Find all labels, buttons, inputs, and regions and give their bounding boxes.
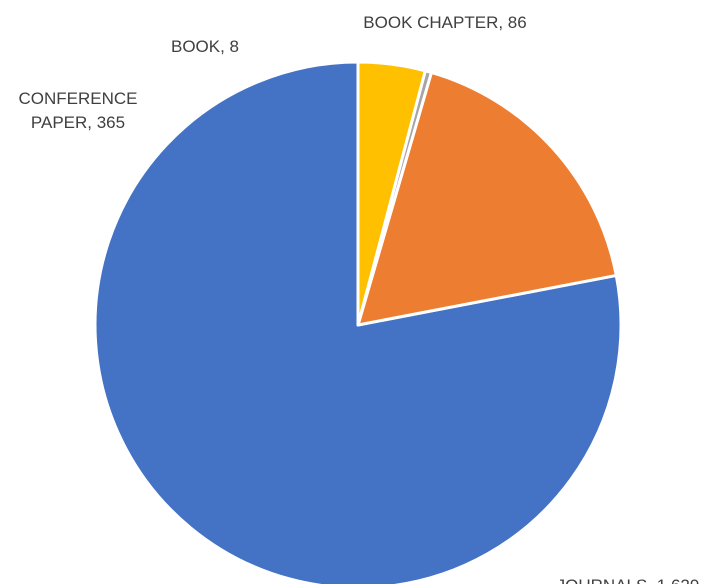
data-label-book-chapter: BOOK CHAPTER, 86: [363, 13, 526, 32]
data-label-journals: JOURNALS, 1,629: [557, 576, 700, 584]
data-label-line: BOOK CHAPTER, 86: [363, 13, 526, 32]
data-label-book: BOOK, 8: [171, 37, 239, 56]
pie-slices: [93, 60, 623, 584]
data-label-line: PAPER, 365: [31, 113, 125, 132]
pie-data-labels: JOURNALS, 1,629 CONFERENCE PAPER, 365 BOOK,…: [18, 13, 699, 584]
data-label-conference-paper: CONFERENCE PAPER, 365: [18, 89, 137, 132]
pie-slice-book-chapter: [356, 60, 427, 327]
data-label-line: BOOK, 8: [171, 37, 239, 56]
data-label-line: CONFERENCE: [18, 89, 137, 108]
data-label-line: JOURNALS, 1,629: [557, 576, 700, 584]
pie-slice-conference-paper: [356, 70, 618, 327]
